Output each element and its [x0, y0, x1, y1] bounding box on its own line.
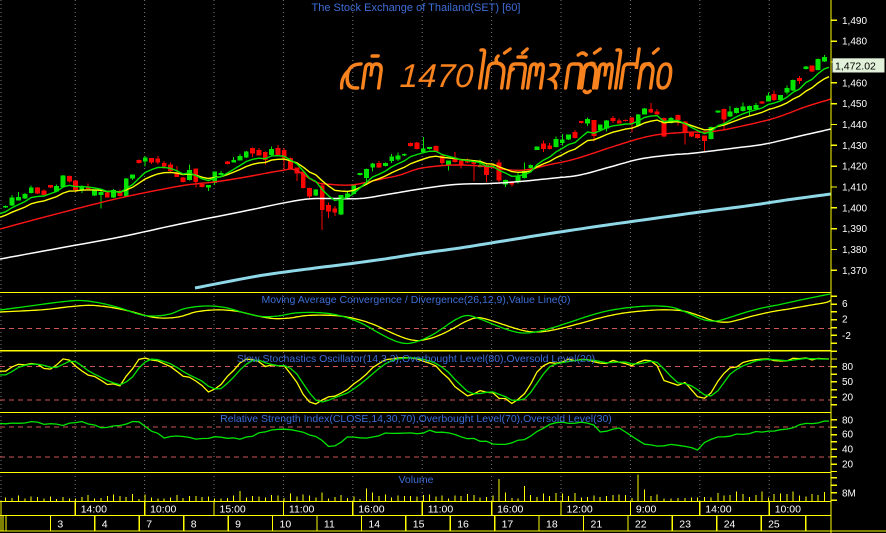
svg-text:11:00: 11:00 — [289, 504, 315, 516]
svg-text:24: 24 — [724, 519, 736, 531]
svg-text:8M: 8M — [842, 488, 856, 499]
svg-text:1470: 1470 — [399, 57, 475, 94]
svg-text:1,370: 1,370 — [842, 266, 867, 277]
svg-text:3: 3 — [57, 519, 63, 531]
svg-text:80: 80 — [842, 416, 854, 427]
svg-text:12:00: 12:00 — [567, 504, 593, 516]
svg-text:40: 40 — [842, 445, 854, 456]
svg-text:7: 7 — [146, 519, 152, 531]
svg-text:1,450: 1,450 — [842, 99, 867, 110]
svg-text:9:00: 9:00 — [636, 504, 657, 516]
svg-text:Relative Strength Index(CLOSE,: Relative Strength Index(CLOSE,14,30,70),… — [220, 413, 612, 425]
svg-text:1,460: 1,460 — [842, 78, 867, 89]
svg-text:1,490: 1,490 — [842, 16, 867, 27]
svg-text:15:00: 15:00 — [220, 504, 246, 516]
svg-text:17: 17 — [502, 519, 514, 531]
svg-text:22: 22 — [635, 519, 647, 531]
svg-text:16:00: 16:00 — [497, 504, 523, 516]
svg-text:1,430: 1,430 — [842, 141, 867, 152]
svg-text:1,420: 1,420 — [842, 162, 867, 173]
svg-text:11:00: 11:00 — [428, 504, 454, 516]
svg-text:1,480: 1,480 — [842, 37, 867, 48]
svg-text:2: 2 — [842, 314, 848, 325]
svg-text:18: 18 — [546, 519, 558, 531]
svg-text:14:00: 14:00 — [81, 504, 107, 516]
svg-text:1,390: 1,390 — [842, 224, 867, 235]
svg-text:Slow Stochastics Oscillator(14: Slow Stochastics Oscillator(14,3,3),Over… — [237, 353, 595, 365]
svg-text:The Stock Exchange of Thailand: The Stock Exchange of Thailand(SET) [60] — [312, 2, 521, 14]
svg-text:20: 20 — [842, 393, 854, 404]
svg-text:Moving Average Convergence / D: Moving Average Convergence / Divergence(… — [262, 294, 571, 306]
svg-text:10: 10 — [280, 519, 292, 531]
svg-text:20: 20 — [842, 460, 854, 471]
svg-text:16: 16 — [457, 519, 469, 531]
svg-text:16:00: 16:00 — [358, 504, 384, 516]
svg-text:15: 15 — [413, 519, 425, 531]
svg-text:10:00: 10:00 — [150, 504, 176, 516]
svg-text:80: 80 — [842, 362, 854, 373]
svg-text:14:00: 14:00 — [705, 504, 731, 516]
svg-text:14: 14 — [368, 519, 380, 531]
svg-text:25: 25 — [768, 519, 780, 531]
svg-text:1,410: 1,410 — [842, 183, 867, 194]
svg-text:1,472.02: 1,472.02 — [835, 60, 876, 72]
svg-text:1,400: 1,400 — [842, 203, 867, 214]
svg-text:10:00: 10:00 — [775, 504, 801, 516]
svg-text:23: 23 — [679, 519, 691, 531]
svg-text:4: 4 — [102, 519, 108, 531]
svg-text:Volume: Volume — [398, 474, 433, 486]
svg-text:60: 60 — [842, 430, 854, 441]
svg-text:8: 8 — [191, 519, 197, 531]
svg-text:-2: -2 — [842, 331, 851, 342]
svg-text:6: 6 — [842, 299, 848, 310]
svg-text:9: 9 — [235, 519, 241, 531]
svg-text:21: 21 — [591, 519, 603, 531]
svg-text:50: 50 — [842, 377, 854, 388]
svg-text:1,380: 1,380 — [842, 245, 867, 256]
svg-text:1,440: 1,440 — [842, 120, 867, 131]
svg-text:11: 11 — [324, 519, 335, 531]
